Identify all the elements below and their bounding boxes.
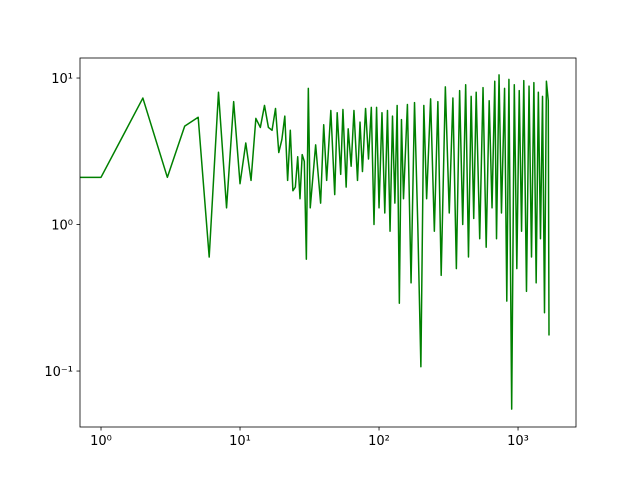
x-tick-label: 10⁰ xyxy=(90,434,112,449)
y-tick-label: 10¹ xyxy=(51,72,73,87)
y-tick-label: 10⁰ xyxy=(51,219,73,234)
x-tick-label: 10² xyxy=(368,434,390,449)
plot-frame xyxy=(79,57,577,428)
y-tick-label: 10⁻¹ xyxy=(44,365,73,380)
line xyxy=(80,74,550,410)
x-tick-label: 10³ xyxy=(507,434,529,449)
x-tick-label: 10¹ xyxy=(229,434,251,449)
